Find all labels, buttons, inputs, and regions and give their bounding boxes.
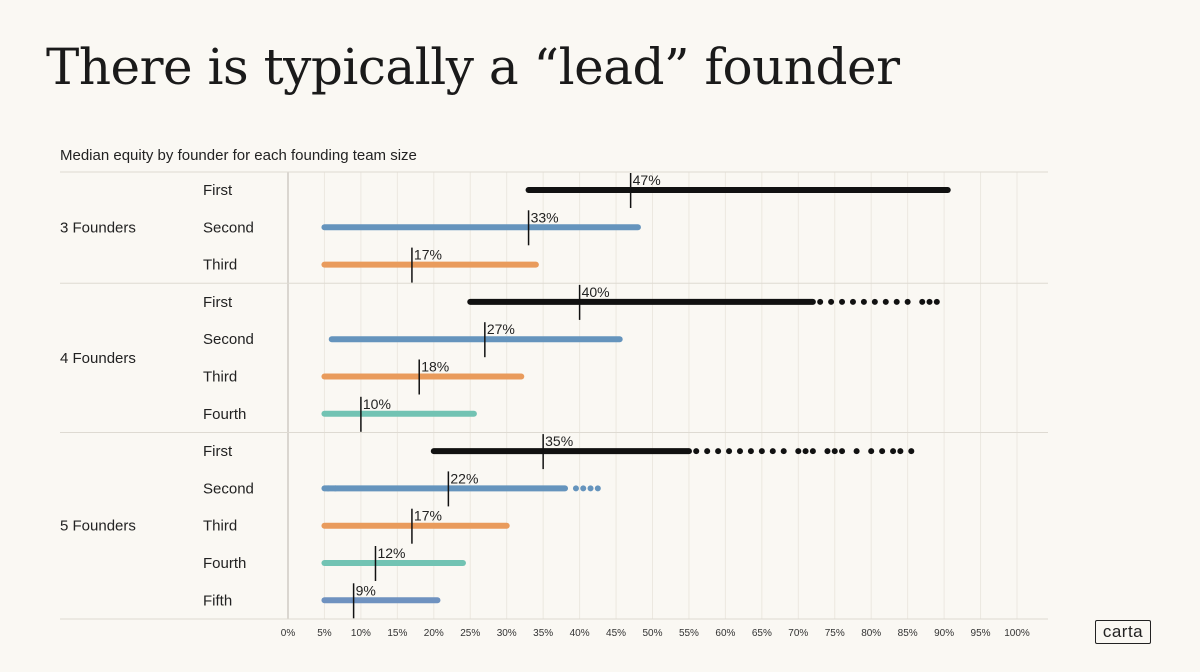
outlier-dot xyxy=(769,448,776,455)
row-labels: First Second Third 3 Founders First Second Thi… xyxy=(60,182,254,609)
grid-layer xyxy=(287,172,1018,619)
x-tick-label: 100% xyxy=(1004,628,1030,639)
bar-layer: 47% 33% 17% 40% 27% 18% 10% 35% 22% 17% 12% 9% xyxy=(321,172,951,619)
outlier-dot xyxy=(849,298,856,305)
median-label: 33% xyxy=(531,209,559,225)
outlier-dot xyxy=(704,448,711,455)
outlier-dot xyxy=(747,448,754,455)
outlier-dot xyxy=(580,485,587,492)
median-label: 17% xyxy=(414,247,442,263)
row-label: First xyxy=(203,182,233,199)
outlier-dot xyxy=(860,298,867,305)
row-label: Fourth xyxy=(203,555,246,572)
outlier-dot xyxy=(780,448,787,455)
outlier-dot xyxy=(839,298,846,305)
row-label: Fifth xyxy=(203,592,232,609)
outlier-dot xyxy=(795,448,802,455)
x-tick-label: 70% xyxy=(788,628,808,639)
outlier-dot xyxy=(926,298,933,305)
x-tick-label: 0% xyxy=(281,628,296,639)
outlier-dot xyxy=(893,298,900,305)
row-label: Third xyxy=(203,257,237,274)
group-separators xyxy=(60,171,1048,620)
outlier-dot xyxy=(325,485,332,492)
group-label: 5 Founders xyxy=(60,518,136,535)
outlier-dot xyxy=(715,448,722,455)
median-label: 47% xyxy=(633,172,661,188)
x-tick-label: 55% xyxy=(679,628,699,639)
outlier-dot xyxy=(594,485,601,492)
median-label: 9% xyxy=(356,582,376,598)
x-tick-label: 60% xyxy=(715,628,735,639)
row-label: First xyxy=(203,294,233,311)
row-label: First xyxy=(203,443,233,460)
median-label: 27% xyxy=(487,321,515,337)
x-tick-label: 90% xyxy=(934,628,954,639)
outlier-dot xyxy=(828,298,835,305)
x-tick-label: 65% xyxy=(752,628,772,639)
outlier-dot xyxy=(587,485,594,492)
x-axis-ticks: 0% 5% 10% 15% 20% 25% 30% 35% 40% 45% 50% 55% 60% 65%… xyxy=(281,628,1030,639)
outlier-dot xyxy=(693,448,700,455)
outlier-dot xyxy=(736,448,743,455)
outlier-dot xyxy=(890,448,897,455)
x-tick-label: 75% xyxy=(825,628,845,639)
x-tick-label: 35% xyxy=(533,628,553,639)
outlier-dot xyxy=(908,448,915,455)
page-title: There is typically a “lead” founder xyxy=(46,38,900,96)
median-label: 12% xyxy=(377,545,405,561)
outlier-dot xyxy=(904,298,911,305)
outlier-dot xyxy=(879,448,886,455)
x-tick-label: 40% xyxy=(570,628,590,639)
x-tick-label: 15% xyxy=(387,628,407,639)
outlier-dot xyxy=(839,448,846,455)
x-tick-label: 45% xyxy=(606,628,626,639)
carta-logo: carta xyxy=(1095,620,1151,644)
chart-subtitle: Median equity by founder for each foundi… xyxy=(60,147,417,164)
outlier-dot xyxy=(831,448,838,455)
outlier-dot xyxy=(824,448,831,455)
outlier-dot xyxy=(817,298,824,305)
row-label: Third xyxy=(203,369,237,386)
outlier-dot xyxy=(853,448,860,455)
outlier-dot xyxy=(809,448,816,455)
outlier-dot xyxy=(726,448,733,455)
median-label: 35% xyxy=(545,433,573,449)
outlier-dot xyxy=(802,448,809,455)
outlier-dot xyxy=(871,298,878,305)
x-tick-label: 95% xyxy=(971,628,991,639)
outlier-dot xyxy=(933,298,940,305)
outlier-dot xyxy=(868,448,875,455)
median-label: 18% xyxy=(421,359,449,375)
median-label: 17% xyxy=(414,508,442,524)
x-tick-label: 20% xyxy=(424,628,444,639)
group-label: 3 Founders xyxy=(60,219,136,236)
outlier-dot xyxy=(882,298,889,305)
x-tick-label: 25% xyxy=(460,628,480,639)
outlier-dot xyxy=(919,298,926,305)
median-label: 22% xyxy=(450,470,478,486)
x-tick-label: 10% xyxy=(351,628,371,639)
group-label: 4 Founders xyxy=(60,350,136,367)
outlier-dot xyxy=(332,485,339,492)
median-label: 10% xyxy=(363,396,391,412)
outlier-dot xyxy=(572,485,579,492)
x-tick-label: 85% xyxy=(898,628,918,639)
row-label: Third xyxy=(203,518,237,535)
x-tick-label: 5% xyxy=(317,628,332,639)
outlier-dot xyxy=(897,448,904,455)
x-tick-label: 50% xyxy=(642,628,662,639)
median-label: 40% xyxy=(582,284,610,300)
row-label: Fourth xyxy=(203,406,246,423)
x-tick-label: 30% xyxy=(497,628,517,639)
row-label: Second xyxy=(203,219,254,236)
outlier-dot xyxy=(758,448,765,455)
row-label: Second xyxy=(203,480,254,497)
x-tick-label: 80% xyxy=(861,628,881,639)
row-label: Second xyxy=(203,331,254,348)
